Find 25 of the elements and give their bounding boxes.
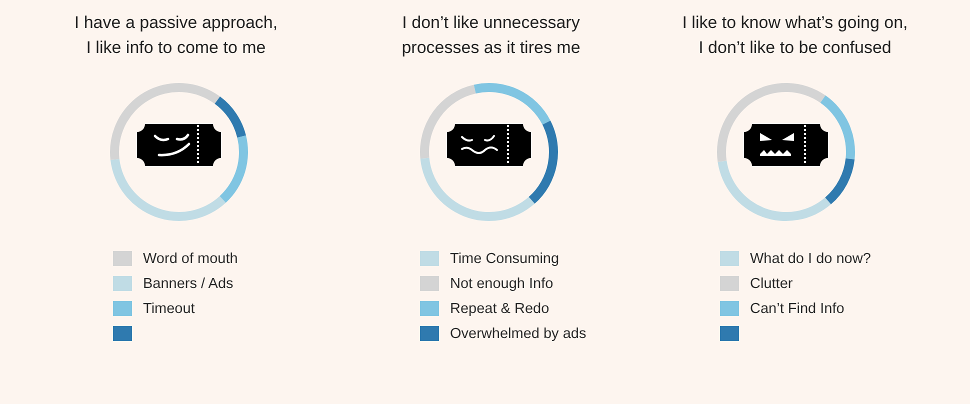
donut-slice [717, 83, 826, 162]
donut-slice [110, 159, 226, 221]
donut-slice [110, 83, 220, 160]
legend-label: Can’t Find Info [750, 300, 844, 316]
legend-label: What do I do now? [750, 250, 871, 266]
donut-slice [420, 84, 476, 159]
donut-slice [214, 96, 246, 138]
legend-label: Overwhelmed by ads [450, 326, 586, 342]
legend-label: Word of mouth [143, 250, 238, 266]
donut-slice [474, 83, 550, 125]
legend-label: Banners / Ads [143, 276, 234, 292]
legend-label: Repeat & Redo [450, 300, 550, 316]
legend-label: Clutter [750, 276, 793, 292]
donut-slice [820, 95, 855, 160]
chart-title: I like to know what’s going on, I don’t like to be confused [681, 12, 909, 59]
chart-title: I don’t like unnecessary processes as it tires me [400, 12, 582, 59]
legend-label: Time Consuming [450, 250, 560, 266]
legend-label: Timeout [143, 300, 195, 316]
legend-label: Not enough Info [450, 276, 554, 292]
donut-slice [825, 158, 855, 204]
chart-title: I have a passive approach, I like info to come to me [73, 12, 279, 59]
donut-slice [528, 120, 558, 204]
donut-slice [718, 160, 831, 221]
donut-slice [220, 135, 248, 203]
donut-slice [420, 158, 535, 221]
